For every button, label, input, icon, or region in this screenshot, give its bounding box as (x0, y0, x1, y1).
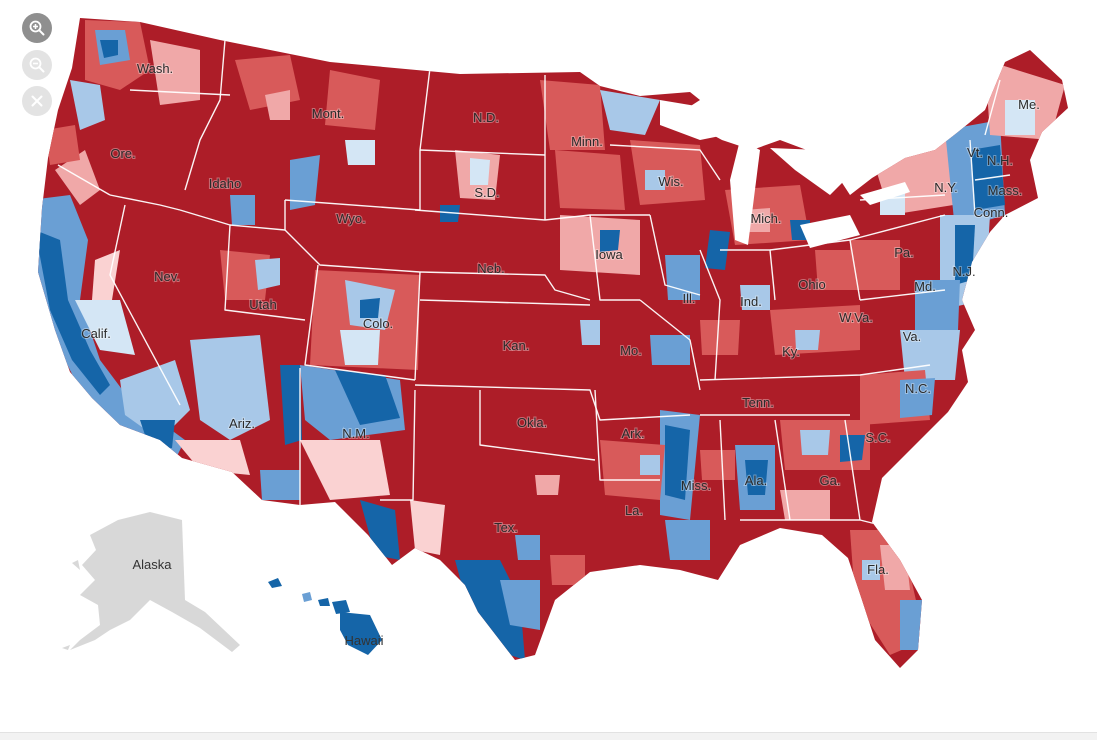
label-wyo: Wyo. (336, 211, 366, 226)
label-wva: W.Va. (839, 310, 873, 325)
label-ohio: Ohio (798, 277, 825, 292)
label-nh: N.H. (987, 153, 1013, 168)
label-nc: N.C. (905, 381, 931, 396)
hawaii-shape (268, 578, 382, 655)
label-utah: Utah (249, 297, 276, 312)
alaska-shape (62, 512, 240, 652)
label-sd: S.D. (474, 185, 499, 200)
label-ind: Ind. (740, 294, 762, 309)
label-miss: Miss. (681, 478, 711, 493)
label-ky: Ky. (782, 344, 800, 359)
label-idaho: Idaho (209, 176, 242, 191)
label-alaska: Alaska (132, 557, 172, 572)
label-mass: Mass. (988, 183, 1023, 198)
label-ala: Ala. (745, 473, 767, 488)
zoom-out-button[interactable] (22, 50, 52, 80)
label-minn: Minn. (571, 134, 603, 149)
label-mo: Mo. (620, 343, 642, 358)
label-vt: Vt. (967, 145, 983, 160)
label-ny: N.Y. (934, 180, 958, 195)
label-tex: Tex. (494, 520, 518, 535)
label-iowa: Iowa (595, 247, 623, 262)
great-lakes (660, 100, 910, 248)
label-mont: Mont. (312, 106, 345, 121)
zoom-in-icon (29, 20, 45, 36)
label-wis: Wis. (658, 174, 683, 189)
state-labels: Wash. Ore. Calif. Nev. Idaho Mont. Wyo. … (80, 60, 1041, 648)
label-nev: Nev. (154, 269, 180, 284)
label-conn: Conn. (974, 205, 1009, 220)
label-mich: Mich. (750, 211, 781, 226)
label-nj: N.J. (952, 264, 975, 279)
label-ill: Ill. (683, 291, 696, 306)
label-sc: S.C. (865, 430, 890, 445)
close-icon (31, 95, 43, 107)
label-colo: Colo. (363, 316, 393, 331)
label-kan: Kan. (503, 338, 530, 353)
label-hawaii: Hawaii (344, 633, 383, 648)
label-la: La. (625, 503, 643, 518)
label-me: Me. (1018, 97, 1040, 112)
label-md: Md. (914, 279, 936, 294)
label-wash: Wash. (137, 61, 173, 76)
zoom-in-button[interactable] (22, 13, 52, 43)
label-tenn: Tenn. (742, 395, 774, 410)
label-okla: Okla. (517, 415, 547, 430)
zoom-out-icon (29, 57, 45, 73)
label-neb: Neb. (477, 261, 504, 276)
label-nm: N.M. (342, 426, 369, 441)
label-ark: Ark. (621, 426, 644, 441)
label-va: Va. (903, 329, 922, 344)
label-nd: N.D. (473, 110, 499, 125)
close-button[interactable] (22, 86, 52, 116)
label-ga: Ga. (820, 473, 841, 488)
bottom-divider (0, 732, 1097, 740)
label-ariz: Ariz. (229, 416, 255, 431)
label-fla: Fla. (867, 562, 889, 577)
label-pa: Pa. (894, 245, 914, 260)
label-calif: Calif. (81, 326, 111, 341)
label-ore: Ore. (110, 146, 135, 161)
